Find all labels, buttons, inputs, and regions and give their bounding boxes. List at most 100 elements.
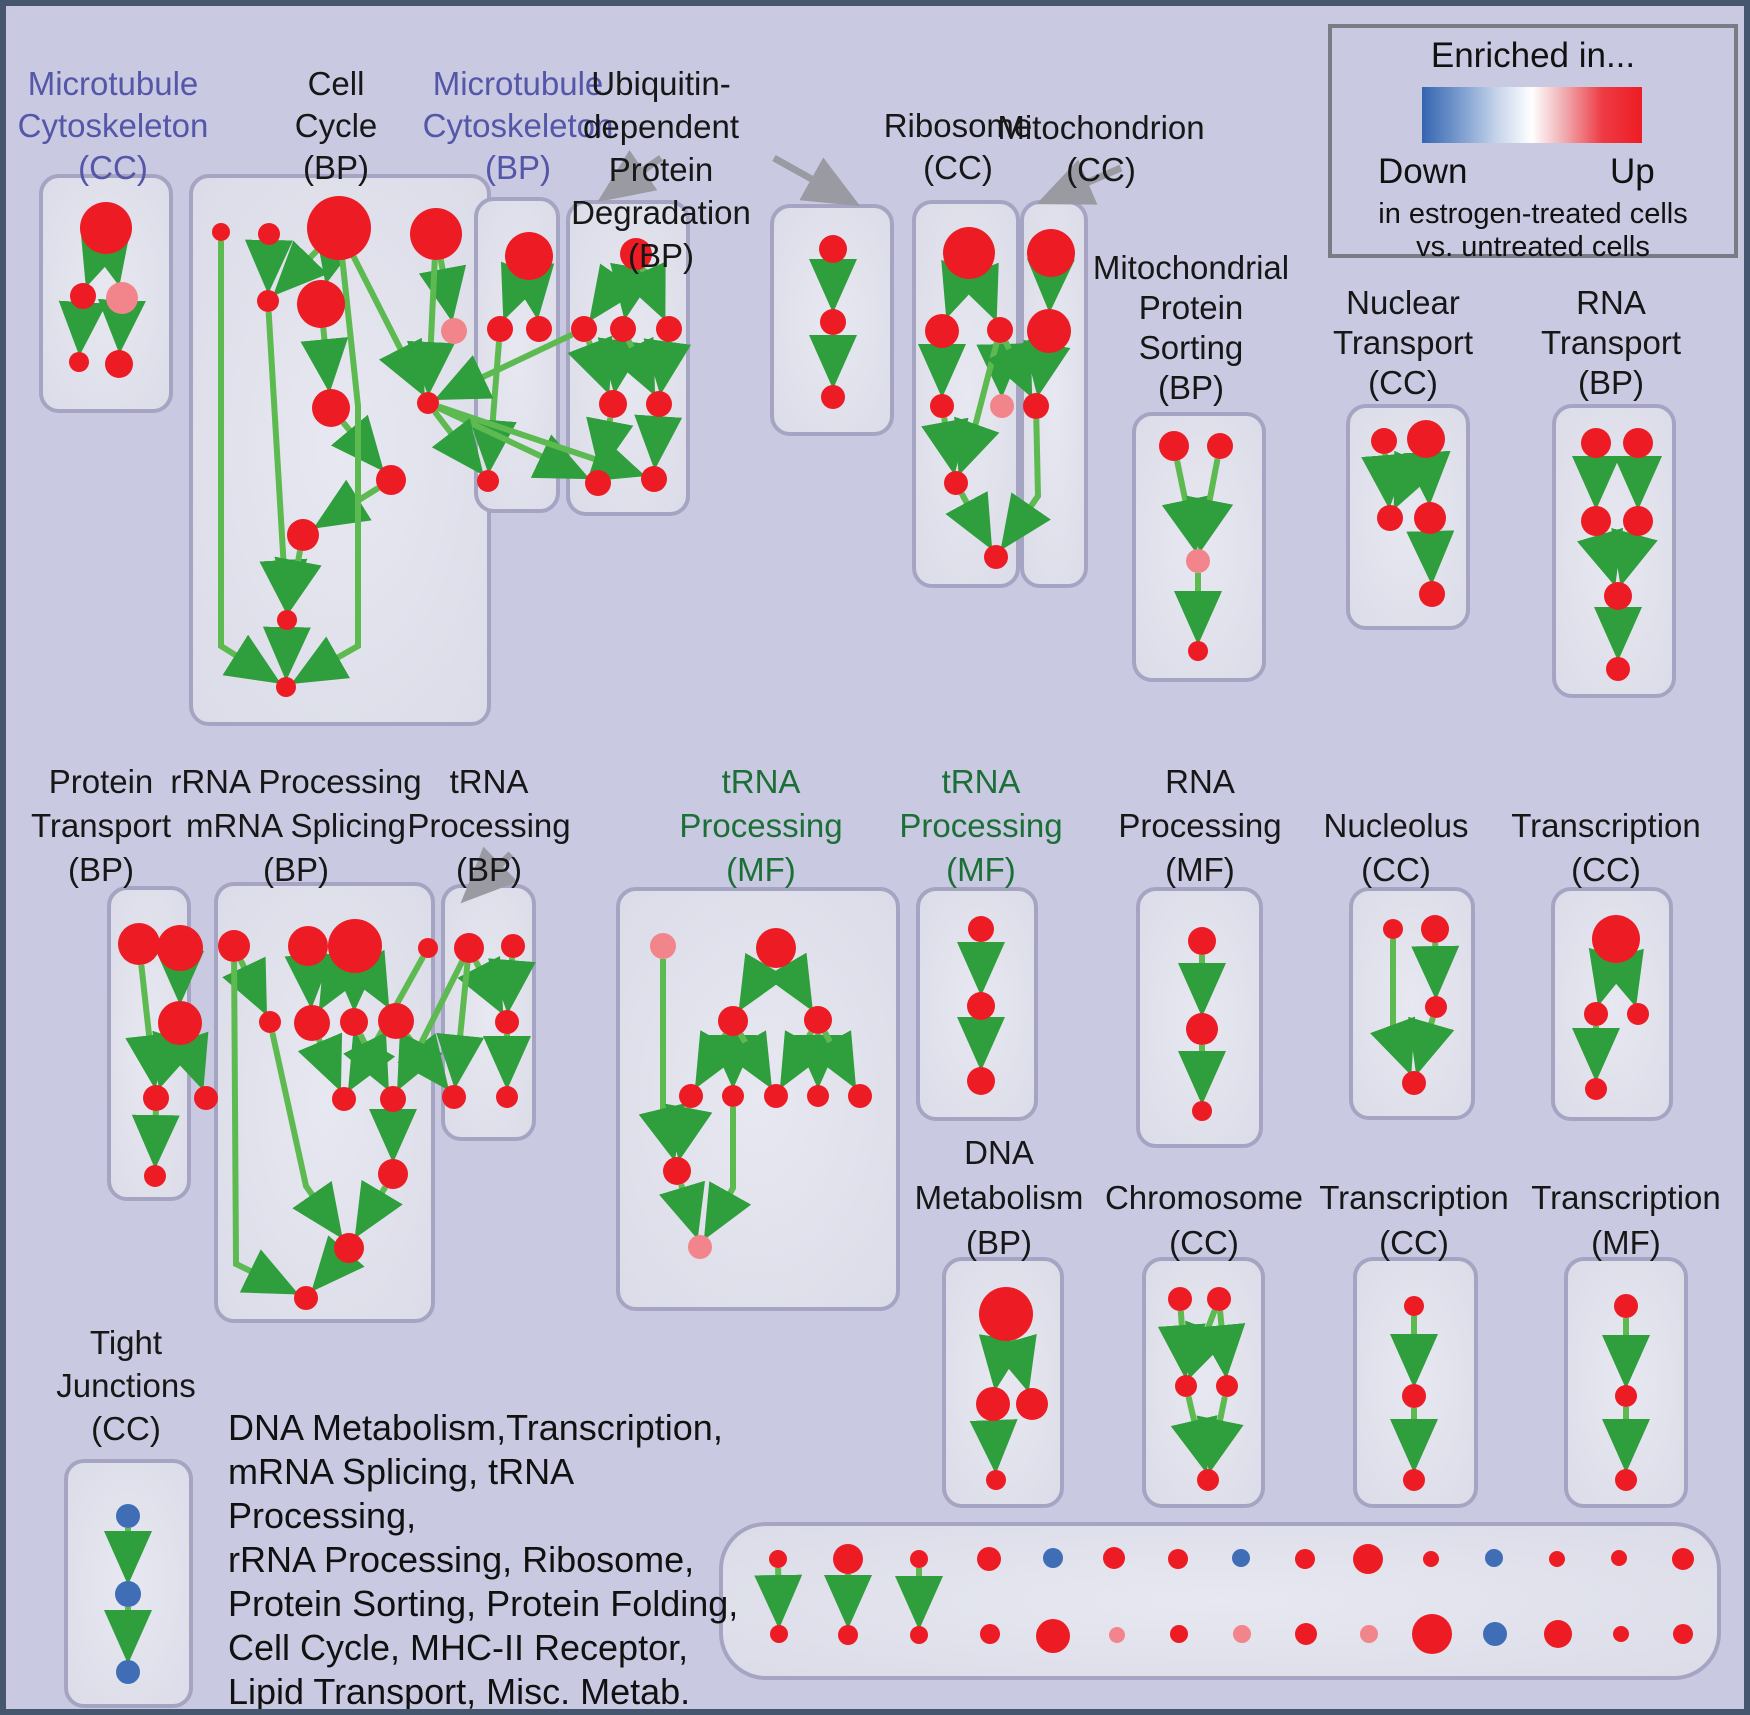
go-term-node[interactable]: [967, 1067, 995, 1095]
go-term-node[interactable]: [1592, 915, 1640, 963]
go-term-node[interactable]: [986, 1470, 1006, 1490]
go-term-node[interactable]: [1404, 1296, 1424, 1316]
go-term-node[interactable]: [1615, 1385, 1637, 1407]
go-term-node[interactable]: [599, 390, 627, 418]
go-term-node[interactable]: [943, 227, 995, 279]
go-term-node[interactable]: [115, 1581, 141, 1607]
go-term-node[interactable]: [821, 385, 845, 409]
go-term-node[interactable]: [1371, 428, 1397, 454]
go-term-node[interactable]: [328, 919, 382, 973]
go-term-node[interactable]: [987, 317, 1013, 343]
go-term-node[interactable]: [495, 1010, 519, 1034]
go-term-node[interactable]: [1585, 1078, 1607, 1100]
go-term-node[interactable]: [288, 926, 328, 966]
go-term-node[interactable]: [1611, 1550, 1627, 1566]
go-term-node[interactable]: [984, 545, 1008, 569]
go-term-node[interactable]: [1168, 1287, 1192, 1311]
go-term-node[interactable]: [769, 1550, 787, 1568]
go-term-node[interactable]: [294, 1286, 318, 1310]
go-term-node[interactable]: [526, 316, 552, 342]
go-term-node[interactable]: [910, 1626, 928, 1644]
go-term-node[interactable]: [979, 1287, 1033, 1341]
go-term-node[interactable]: [1412, 1614, 1452, 1654]
go-term-node[interactable]: [1606, 657, 1630, 681]
go-term-node[interactable]: [967, 992, 995, 1020]
go-term-node[interactable]: [1168, 1549, 1188, 1569]
go-term-node[interactable]: [332, 1087, 356, 1111]
go-term-node[interactable]: [312, 389, 350, 427]
go-term-node[interactable]: [1549, 1551, 1565, 1567]
go-term-node[interactable]: [294, 1005, 330, 1041]
go-term-node[interactable]: [212, 223, 230, 241]
go-term-node[interactable]: [722, 1085, 744, 1107]
go-term-node[interactable]: [1023, 393, 1049, 419]
go-term-node[interactable]: [1613, 1626, 1629, 1642]
go-term-node[interactable]: [1672, 1548, 1694, 1570]
go-term-node[interactable]: [1673, 1624, 1693, 1644]
go-term-node[interactable]: [1377, 505, 1403, 531]
go-term-node[interactable]: [848, 1084, 872, 1108]
go-term-node[interactable]: [487, 316, 513, 342]
go-term-node[interactable]: [158, 1001, 202, 1045]
go-term-node[interactable]: [501, 934, 525, 958]
go-term-node[interactable]: [1402, 1071, 1426, 1095]
go-term-node[interactable]: [143, 1085, 169, 1111]
go-term-node[interactable]: [106, 282, 138, 314]
go-term-node[interactable]: [380, 1086, 406, 1112]
go-term-node[interactable]: [340, 1008, 368, 1036]
go-term-node[interactable]: [770, 1625, 788, 1643]
go-term-node[interactable]: [977, 1547, 1001, 1571]
go-term-node[interactable]: [1425, 996, 1447, 1018]
go-term-node[interactable]: [1233, 1625, 1251, 1643]
go-term-node[interactable]: [417, 392, 439, 414]
go-term-node[interactable]: [1036, 1619, 1070, 1653]
go-term-node[interactable]: [1623, 428, 1653, 458]
go-term-node[interactable]: [610, 316, 636, 342]
go-term-node[interactable]: [410, 208, 462, 260]
go-term-node[interactable]: [454, 933, 484, 963]
go-term-node[interactable]: [477, 470, 499, 492]
go-term-node[interactable]: [1216, 1375, 1238, 1397]
go-term-node[interactable]: [679, 1084, 703, 1108]
go-term-node[interactable]: [1197, 1469, 1219, 1491]
go-term-node[interactable]: [1027, 229, 1075, 277]
go-term-node[interactable]: [1615, 1469, 1637, 1491]
go-term-node[interactable]: [1414, 502, 1446, 534]
go-term-node[interactable]: [1207, 1287, 1231, 1311]
go-term-node[interactable]: [688, 1235, 712, 1259]
go-term-node[interactable]: [70, 283, 96, 309]
go-term-node[interactable]: [663, 1157, 691, 1185]
go-term-node[interactable]: [194, 1086, 218, 1110]
go-term-node[interactable]: [376, 465, 406, 495]
go-term-node[interactable]: [1170, 1625, 1188, 1643]
go-term-node[interactable]: [833, 1544, 863, 1574]
go-term-node[interactable]: [656, 316, 682, 342]
go-term-node[interactable]: [505, 232, 553, 280]
go-term-node[interactable]: [1043, 1548, 1063, 1568]
go-term-node[interactable]: [804, 1006, 832, 1034]
go-term-node[interactable]: [257, 290, 279, 312]
go-term-node[interactable]: [571, 316, 597, 342]
go-term-node[interactable]: [820, 309, 846, 335]
go-term-node[interactable]: [838, 1625, 858, 1645]
go-term-node[interactable]: [378, 1159, 408, 1189]
go-term-node[interactable]: [646, 391, 672, 417]
go-term-node[interactable]: [650, 933, 676, 959]
go-term-node[interactable]: [1581, 428, 1611, 458]
go-term-node[interactable]: [976, 1387, 1010, 1421]
go-term-node[interactable]: [277, 610, 297, 630]
go-term-node[interactable]: [287, 519, 319, 551]
go-term-node[interactable]: [1295, 1549, 1315, 1569]
go-term-node[interactable]: [116, 1660, 140, 1684]
go-term-node[interactable]: [1403, 1469, 1425, 1491]
go-term-node[interactable]: [756, 928, 796, 968]
go-term-node[interactable]: [496, 1086, 518, 1108]
go-term-node[interactable]: [1623, 506, 1653, 536]
go-term-node[interactable]: [1186, 549, 1210, 573]
go-term-node[interactable]: [1423, 1551, 1439, 1567]
go-term-node[interactable]: [276, 677, 296, 697]
go-term-node[interactable]: [990, 394, 1014, 418]
go-term-node[interactable]: [307, 196, 371, 260]
go-term-node[interactable]: [1419, 581, 1445, 607]
go-term-node[interactable]: [764, 1084, 788, 1108]
